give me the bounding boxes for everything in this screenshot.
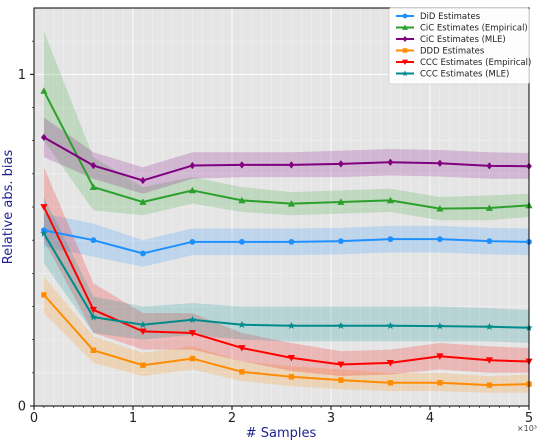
ccc-estimates-empirical-point xyxy=(287,355,295,362)
cic-estimates-empirical-band xyxy=(43,31,530,221)
ccc-estimates-mle-point xyxy=(238,320,246,328)
ccc-estimates-mle-point xyxy=(287,321,296,329)
ddd-estimates-point xyxy=(239,369,245,375)
did-estimates-point xyxy=(486,238,493,245)
ddd-estimates-point xyxy=(189,355,196,362)
cic-estimates-empirical-point xyxy=(40,87,48,94)
legend-label-ccc-estimates-empirical: CCC Estimates (Empirical) xyxy=(420,58,531,68)
did-estimates-point xyxy=(140,250,146,257)
cic-estimates-mle-point xyxy=(189,161,196,170)
ddd-estimates-point xyxy=(288,374,295,380)
ccc-estimates-mle-point xyxy=(337,321,345,329)
ccc-estimates-mle-point xyxy=(188,315,197,323)
ddd-estimates-point xyxy=(338,377,344,383)
cic-estimates-mle-point xyxy=(338,160,344,168)
y-tick-label: 1 xyxy=(18,68,26,83)
legend-box xyxy=(388,7,530,85)
did-estimates-point xyxy=(338,238,344,245)
did-estimates-point xyxy=(90,237,97,244)
ccc-estimates-empirical-point xyxy=(188,330,196,337)
ccc-estimates-mle-point xyxy=(485,322,494,330)
ddd-estimates-point xyxy=(437,380,443,386)
legend-marker-did-estimates xyxy=(402,13,408,19)
cic-estimates-mle-point xyxy=(387,158,394,166)
y-tick-label: 0 xyxy=(18,400,26,415)
grid xyxy=(34,8,529,406)
ccc-estimates-mle-point xyxy=(139,320,147,328)
did-estimates-point xyxy=(239,238,245,245)
legend-marker-cic-estimates-empirical xyxy=(402,24,408,30)
ccc-estimates-mle-point xyxy=(40,229,48,237)
ccc-estimates-mle-band xyxy=(43,197,530,343)
did-estimates-point xyxy=(189,238,196,245)
ddd-estimates-point xyxy=(41,292,47,298)
ccc-estimates-empirical-point xyxy=(436,353,444,360)
ccc-estimates-empirical-point xyxy=(40,204,48,211)
axis-ticks: 0 1 2 3 4 5 0 1 xyxy=(18,40,533,426)
cic-estimates-mle-point xyxy=(90,161,97,170)
legend-label-cic-estimates-empirical: CiC Estimates (Empirical) xyxy=(420,24,528,34)
cic-estimates-empirical-point xyxy=(287,200,295,207)
cic-estimates-mle-point xyxy=(486,162,493,170)
y-axis-label: Relative abs. bias xyxy=(1,150,16,265)
cic-estimates-empirical-point xyxy=(89,183,97,190)
ccc-estimates-empirical-point xyxy=(139,328,147,335)
legend-marker-ddd-estimates xyxy=(402,48,408,53)
ccc-estimates-mle-point xyxy=(436,322,444,330)
x-tick-label: 2 xyxy=(228,411,236,426)
x-multiplier-label: ×10³ xyxy=(517,424,537,433)
legend-label-cic-estimates-mle: CiC Estimates (MLE) xyxy=(420,35,506,45)
ccc-estimates-empirical-point xyxy=(238,345,246,352)
legend-marker-ccc-estimates-empirical xyxy=(402,59,408,65)
cic-estimates-empirical-point xyxy=(238,196,246,204)
cic-estimates-mle-point xyxy=(140,176,146,185)
ccc-estimates-empirical-band xyxy=(43,167,530,377)
legend-label-ccc-estimates-mle: CCC Estimates (MLE) xyxy=(420,70,509,80)
ccc-estimates-empirical-point xyxy=(337,361,345,369)
did-estimates-band xyxy=(43,213,530,267)
ddd-estimates-point xyxy=(387,380,394,386)
ddd-estimates-point xyxy=(140,362,146,368)
ddd-estimates-point xyxy=(90,347,97,353)
did-estimates-point xyxy=(288,238,295,245)
x-tick-label: 4 xyxy=(426,411,434,426)
legend: DiD Estimates CiC Estimates (Empirical)Ci… xyxy=(388,7,531,85)
legend-label-ddd-estimates: DDD Estimates xyxy=(420,47,485,57)
legend-marker-ccc-estimates-mle xyxy=(401,70,409,77)
cic-estimates-empirical-point xyxy=(485,204,493,211)
x-axis-label: # Samples xyxy=(246,426,317,441)
did-estimates-point xyxy=(437,236,443,243)
cic-estimates-empirical-point xyxy=(436,205,444,212)
legend-label-did-estimates: DiD Estimates xyxy=(420,12,481,22)
cic-estimates-empirical-point xyxy=(139,198,147,205)
cic-estimates-empirical-point xyxy=(337,198,345,205)
ccc-estimates-empirical-point xyxy=(89,306,97,314)
cic-estimates-mle-point xyxy=(41,133,47,141)
cic-estimates-empirical-point xyxy=(386,196,394,204)
ddd-estimates-band xyxy=(43,276,530,393)
ccc-estimates-empirical-point xyxy=(485,357,493,364)
x-tick-label: 1 xyxy=(129,411,137,426)
cic-estimates-mle-point xyxy=(437,159,443,167)
x-tick-label: 3 xyxy=(327,411,335,426)
x-tick-label: 0 xyxy=(30,411,38,426)
x-tick-label: 5 xyxy=(525,411,533,426)
cic-estimates-mle-point xyxy=(239,161,245,169)
ddd-estimates-point xyxy=(486,382,493,388)
ccc-estimates-empirical-point xyxy=(386,360,394,367)
ccc-estimates-mle-point xyxy=(89,313,98,321)
cic-estimates-mle-point xyxy=(288,161,295,169)
did-estimates-point xyxy=(387,236,394,243)
cic-estimates-empirical-point xyxy=(188,186,196,194)
legend-marker-cic-estimates-mle xyxy=(402,36,408,42)
ccc-estimates-mle-point xyxy=(386,321,395,329)
